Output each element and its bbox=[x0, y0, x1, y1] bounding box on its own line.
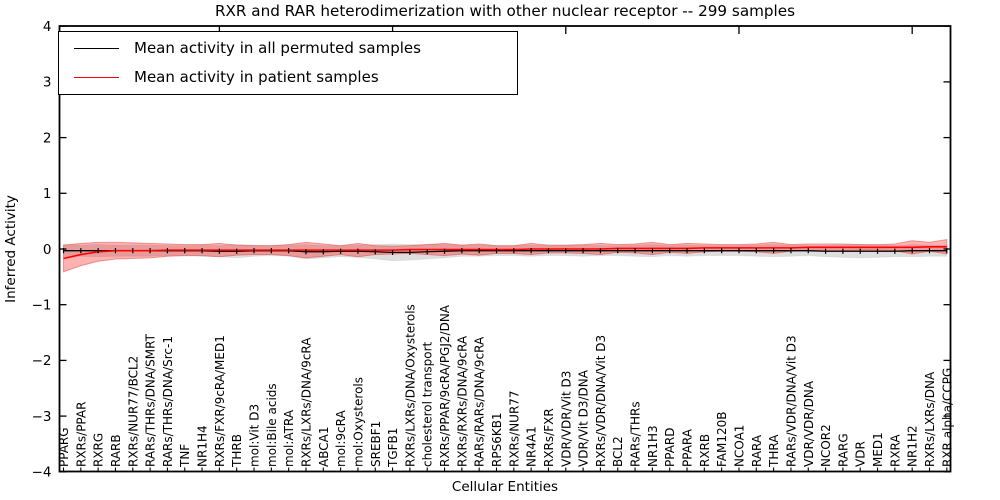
x-tick-label: RXRs/NUR77/BCL2 bbox=[126, 356, 140, 467]
x-tick-label: mol:Oxysterols bbox=[351, 377, 365, 467]
x-tick-label: RXRA bbox=[888, 434, 902, 467]
x-tick-label: RXRs/LXRs/DNA/Oxysterols bbox=[403, 304, 417, 467]
x-tick-label: RXRG bbox=[92, 433, 106, 467]
x-tick-label: RARs/THRs/DNA/SMRT bbox=[144, 333, 158, 467]
x-tick-label: SREBF1 bbox=[369, 421, 383, 467]
legend-item-patient: Mean activity in patient samples bbox=[59, 63, 517, 91]
x-tick-label: MED1 bbox=[871, 432, 885, 467]
legend-label-patient: Mean activity in patient samples bbox=[134, 67, 379, 86]
y-tick-label: 0 bbox=[43, 242, 52, 258]
x-tick-label: mol:Bile acids bbox=[265, 383, 279, 467]
x-tick-label: RARs/THRs bbox=[629, 401, 643, 467]
y-tick-label: −1 bbox=[32, 298, 52, 314]
mean-line bbox=[63, 245, 947, 260]
x-tick-label: RXRs/RXRs/DNA/9cRA bbox=[455, 335, 469, 467]
x-tick-label: RXRB bbox=[698, 434, 712, 467]
y-axis-label: Inferred Activity bbox=[3, 195, 19, 303]
x-tick-label: NR1H2 bbox=[906, 425, 920, 467]
x-tick-label: RARA bbox=[750, 434, 764, 467]
x-tick-label: mol:Vit D3 bbox=[248, 404, 262, 467]
x-tick-label: RXR alpha/CCPG bbox=[940, 368, 954, 467]
x-tick-label: mol:ATRA bbox=[282, 409, 296, 467]
legend-line-red bbox=[74, 76, 119, 78]
x-tick-label: PPARG bbox=[57, 427, 71, 467]
x-tick-label: RARs/VDR/DNA/Vit D3 bbox=[784, 335, 798, 467]
x-tick-label: TGFB1 bbox=[386, 428, 400, 468]
y-tick-label: 4 bbox=[43, 19, 52, 35]
x-tick-label: VDR bbox=[854, 441, 868, 467]
x-tick-label: RPS6KB1 bbox=[490, 412, 504, 467]
legend: Mean activity in all permuted samples Me… bbox=[58, 31, 518, 95]
y-tick-label: 3 bbox=[43, 75, 52, 91]
x-tick-label: RXRs/VDR/DNA/Vit D3 bbox=[594, 335, 608, 467]
x-tick-label: NR1H4 bbox=[196, 425, 210, 467]
x-tick-label: PPARA bbox=[681, 428, 695, 467]
x-tick-label: RXRs/FXR bbox=[542, 408, 556, 467]
x-tick-label: RXRs/PPAR bbox=[74, 402, 88, 467]
x-tick-label: RARs/THRs/DNA/Src-1 bbox=[161, 336, 175, 467]
x-tick-label: RXRs/NUR77 bbox=[507, 390, 521, 467]
x-tick-label: RXRs/FXR/9cRA/MED1 bbox=[213, 335, 227, 467]
legend-label-permuted: Mean activity in all permuted samples bbox=[134, 39, 421, 58]
x-tick-label: PPARD bbox=[663, 428, 677, 468]
x-tick-label: NCOR2 bbox=[819, 424, 833, 467]
x-tick-label: RARB bbox=[109, 434, 123, 467]
x-tick-label: NCOA1 bbox=[732, 425, 746, 467]
x-tick-label: THRA bbox=[767, 434, 781, 468]
chart-title: RXR and RAR heterodimerization with othe… bbox=[215, 2, 795, 20]
x-tick-label: ABCA1 bbox=[317, 427, 331, 467]
x-tick-label: RXRs/LXRs/DNA/9cRA bbox=[299, 337, 313, 467]
y-tick-label: −3 bbox=[32, 409, 52, 425]
y-tick-label: 1 bbox=[43, 186, 52, 202]
x-tick-label: VDR/VDR/Vit D3 bbox=[559, 371, 573, 467]
x-tick-label: TNF bbox=[178, 444, 192, 468]
x-tick-label: NR4A1 bbox=[525, 426, 539, 467]
y-tick-label: 2 bbox=[43, 130, 52, 146]
x-tick-label: VDR/VDR/DNA bbox=[802, 380, 816, 467]
x-tick-label: NR1H3 bbox=[646, 425, 660, 467]
x-tick-label: BCL2 bbox=[611, 436, 625, 467]
x-tick-label: RXRs/LXRs/DNA bbox=[923, 371, 937, 467]
legend-item-permuted: Mean activity in all permuted samples bbox=[59, 35, 517, 63]
x-tick-label: RARG bbox=[836, 433, 850, 467]
x-tick-label: RXRs/PPAR/9cRA/PGJ2/DNA bbox=[438, 304, 452, 467]
y-tick-label: −2 bbox=[32, 353, 52, 369]
x-tick-label: THRB bbox=[230, 434, 244, 468]
y-tick-label: −4 bbox=[32, 465, 52, 481]
x-axis-label: Cellular Entities bbox=[452, 479, 558, 495]
x-tick-label: FAM120B bbox=[715, 412, 729, 468]
legend-line-black bbox=[74, 48, 119, 50]
x-tick-label: cholesterol transport bbox=[421, 341, 435, 467]
x-tick-label: VDR/Vit D3/DNA bbox=[577, 369, 591, 467]
mean-line bbox=[63, 250, 947, 253]
x-tick-label: mol:9cRA bbox=[334, 410, 348, 467]
x-tick-label: RARs/RARs/DNA/9cRA bbox=[473, 336, 487, 467]
